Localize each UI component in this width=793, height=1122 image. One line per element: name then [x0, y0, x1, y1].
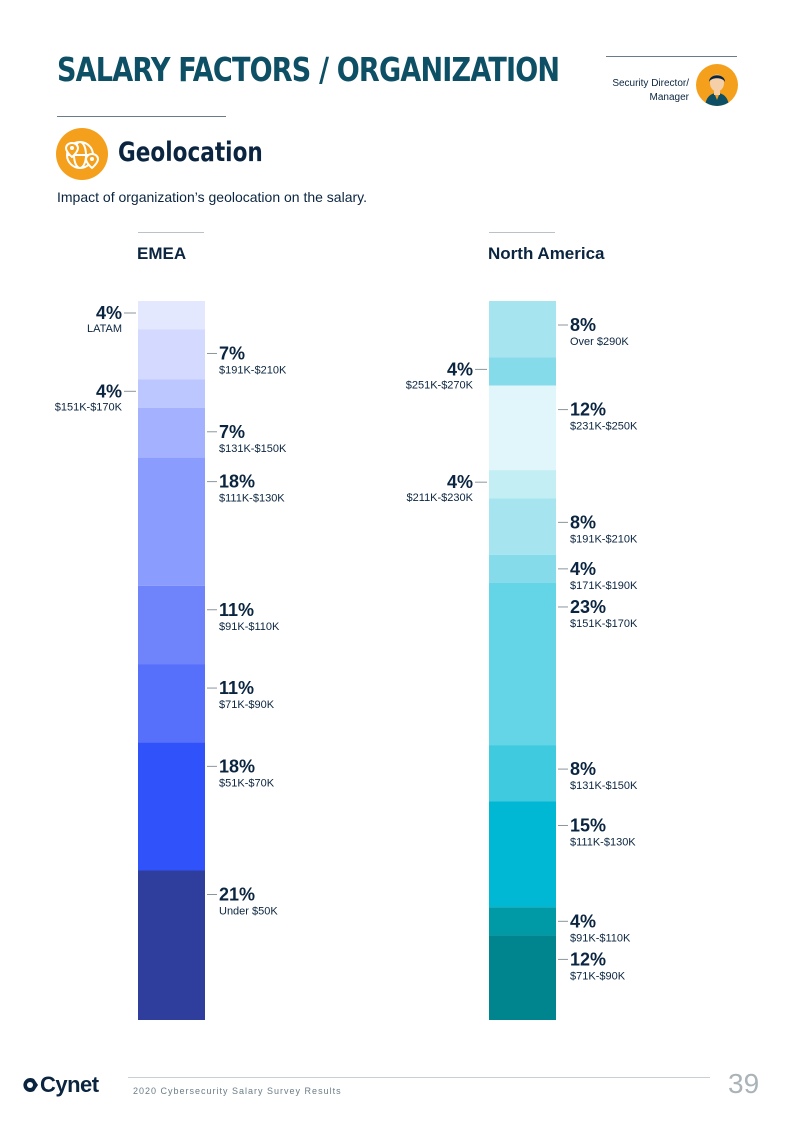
- segment-percent-1-7: 8%: [570, 759, 596, 779]
- chart-subtitle: Impact of organization’s geolocation on …: [57, 189, 368, 205]
- bar-segment-0-7: [138, 742, 205, 871]
- bar-segment-1-6: [489, 582, 556, 746]
- segment-percent-1-5: 4%: [570, 559, 596, 579]
- emea-heading: EMEA: [137, 244, 187, 263]
- segment-label-0-7: $51K-$70K: [219, 777, 275, 789]
- bar-segment-0-6: [138, 664, 205, 743]
- bar-segment-1-3: [489, 470, 556, 499]
- emea-divider: [138, 232, 204, 233]
- segment-percent-0-7: 18%: [219, 756, 255, 776]
- segment-percent-0-3: 7%: [219, 422, 245, 442]
- segment-percent-1-0: 8%: [570, 315, 596, 335]
- segment-percent-0-8: 21%: [219, 885, 255, 905]
- bar-segment-1-1: [489, 357, 556, 386]
- role-divider: [606, 56, 737, 57]
- bar-segment-0-8: [138, 870, 205, 1020]
- section-title: Geolocation: [118, 137, 263, 168]
- segment-label-0-0: LATAM: [87, 323, 122, 335]
- title-divider: [57, 116, 226, 117]
- footer-divider: [128, 1077, 710, 1078]
- segment-percent-1-3: 4%: [447, 472, 473, 492]
- segment-label-0-8: Under $50K: [219, 906, 278, 918]
- bar-segment-0-3: [138, 407, 205, 458]
- segment-label-0-5: $91K-$110K: [219, 621, 280, 633]
- segment-percent-0-6: 11%: [219, 678, 254, 698]
- bar-segment-1-9: [489, 907, 556, 936]
- segment-label-0-2: $151K-$170K: [55, 401, 123, 413]
- segment-percent-0-5: 11%: [219, 600, 254, 620]
- bar-segment-1-7: [489, 745, 556, 802]
- segment-label-1-4: $191K-$210K: [570, 533, 638, 545]
- segment-label-1-7: $131K-$150K: [570, 780, 638, 792]
- segment-percent-1-6: 23%: [570, 597, 606, 617]
- segment-percent-0-2: 4%: [96, 381, 122, 401]
- bar-segment-1-2: [489, 385, 556, 471]
- bar-segment-1-5: [489, 554, 556, 583]
- segment-percent-0-0: 4%: [96, 303, 122, 323]
- segment-percent-1-4: 8%: [570, 512, 596, 532]
- segment-label-0-4: $111K-$130K: [219, 493, 285, 505]
- segment-label-1-2: $231K-$250K: [570, 421, 638, 433]
- security-director-avatar-icon: [696, 64, 738, 106]
- segment-label-1-0: Over $290K: [570, 336, 629, 348]
- bar-segment-1-10: [489, 935, 556, 1020]
- north-america-heading: North America: [488, 244, 605, 263]
- segment-percent-1-10: 12%: [570, 949, 606, 969]
- bar-segment-1-8: [489, 801, 556, 908]
- segment-label-0-3: $131K-$150K: [219, 443, 287, 455]
- bar-segment-0-1: [138, 329, 205, 380]
- segment-label-1-10: $71K-$90K: [570, 970, 626, 982]
- segment-label-1-6: $151K-$170K: [570, 618, 638, 630]
- segment-percent-1-2: 12%: [570, 400, 606, 420]
- segment-label-1-8: $111K-$130K: [570, 836, 636, 848]
- bar-segment-0-2: [138, 379, 205, 408]
- segment-label-0-1: $191K-$210K: [219, 364, 287, 376]
- segment-label-1-5: $171K-$190K: [570, 580, 638, 592]
- segment-percent-1-9: 4%: [570, 911, 596, 931]
- globe-location-pin-icon: [56, 128, 108, 180]
- segment-label-1-3: $211K-$230K: [407, 492, 474, 504]
- role-label: Security Director/ Manager: [612, 78, 689, 103]
- bar-segment-0-5: [138, 585, 205, 665]
- segment-percent-0-1: 7%: [219, 343, 245, 363]
- bar-segment-1-4: [489, 498, 556, 555]
- segment-percent-1-8: 15%: [570, 815, 606, 835]
- page-title: SALARY FACTORS / ORGANIZATION: [57, 50, 560, 89]
- segment-percent-1-1: 4%: [447, 359, 473, 379]
- page-number: 39: [728, 1068, 760, 1099]
- segment-label-0-6: $71K-$90K: [219, 699, 275, 711]
- bar-segment-1-0: [489, 301, 556, 358]
- segment-percent-0-4: 18%: [219, 472, 255, 492]
- segment-label-1-1: $251K-$270K: [406, 379, 474, 391]
- bar-segment-0-0: [138, 301, 205, 330]
- logo-text: Cynet: [40, 1072, 99, 1097]
- footer-text: 2020 Cybersecurity Salary Survey Results: [133, 1086, 342, 1096]
- segment-label-1-9: $91K-$110K: [570, 932, 631, 944]
- cynet-logo-icon: Cynet: [22, 1072, 99, 1098]
- north-america-divider: [489, 232, 555, 233]
- bar-segment-0-4: [138, 457, 205, 586]
